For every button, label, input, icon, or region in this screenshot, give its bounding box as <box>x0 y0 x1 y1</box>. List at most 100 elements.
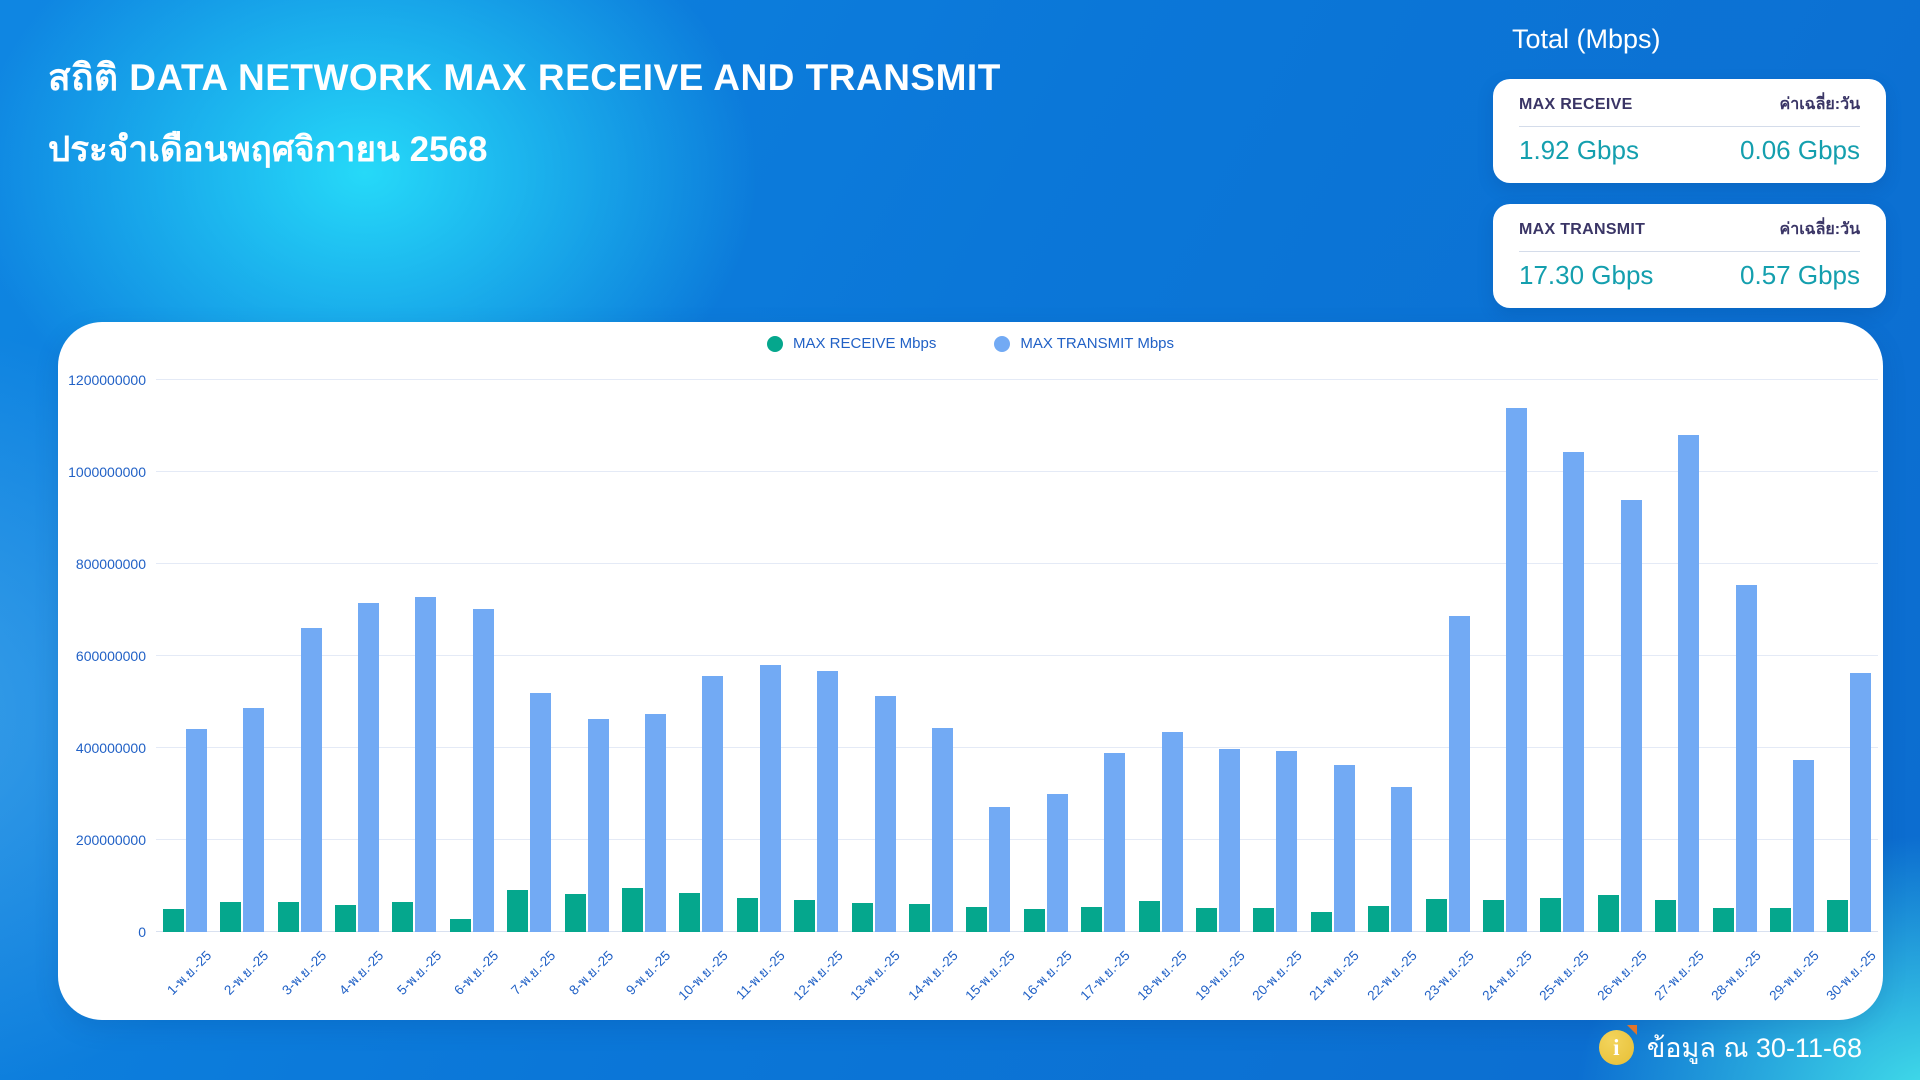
receive-bar-24-พ.ย.-25 <box>1483 900 1505 932</box>
x-tick-label: 3-พ.ย.-25 <box>278 947 329 998</box>
x-tick-label: 11-พ.ย.-25 <box>733 947 789 1003</box>
x-tick-label: 14-พ.ย.-25 <box>905 947 961 1004</box>
x-tick-label: 13-พ.ย.-25 <box>847 947 904 1004</box>
receive-bar-20-พ.ย.-25 <box>1253 908 1275 932</box>
page-title: สถิติ DATA NETWORK MAX RECEIVE AND TRANS… <box>48 57 1001 98</box>
page-subtitle: ประจำเดือนพฤศจิกายน 2568 <box>48 130 488 169</box>
max-transmit-label: MAX TRANSMIT <box>1519 221 1646 238</box>
y-tick-label: 0 <box>138 924 146 940</box>
bar-group-day-25: 25-พ.ย.-25 <box>1534 380 1592 1003</box>
bar-group-day-21: 21-พ.ย.-25 <box>1304 380 1362 1003</box>
receive-bar-30-พ.ย.-25 <box>1827 899 1849 932</box>
chart-panel: MAX RECEIVE Mbps MAX TRANSMIT Mbps 0 20000… <box>58 322 1883 1020</box>
x-tick-label: 1-พ.ย.-25 <box>164 947 215 998</box>
x-tick-label: 27-พ.ย.-25 <box>1651 947 1707 1004</box>
bar-group-day-10: 10-พ.ย.-25 <box>673 380 731 1003</box>
bar-group-day-23: 23-พ.ย.-25 <box>1419 380 1477 1003</box>
legend-item-transmit[interactable]: MAX TRANSMIT Mbps <box>994 335 1174 352</box>
transmit-bar-30-พ.ย.-25 <box>1850 672 1872 932</box>
bar-group-day-19: 19-พ.ย.-25 <box>1189 380 1247 1003</box>
transmit-bar-13-พ.ย.-25 <box>874 696 896 932</box>
receive-bar-1-พ.ย.-25 <box>162 909 184 932</box>
bars-row: 1-พ.ย.-25 2-พ.ย.-25 3-พ.ย.-25 4-พ.ย.-25 5-พ.… <box>156 380 1879 1003</box>
receive-bar-28-พ.ย.-25 <box>1712 908 1734 932</box>
transmit-bar-20-พ.ย.-25 <box>1276 750 1298 932</box>
x-tick-label: 4-พ.ย.-25 <box>336 947 387 998</box>
grid-line <box>156 379 1878 380</box>
transmit-bar-5-พ.ย.-25 <box>415 596 437 932</box>
transmit-bar-8-พ.ย.-25 <box>587 719 609 932</box>
bar-group-day-30: 30-พ.ย.-25 <box>1821 380 1879 1003</box>
max-transmit-avg-label: ค่าเฉลี่ย:วัน <box>1779 221 1860 238</box>
x-tick-label: 23-พ.ย.-25 <box>1421 947 1478 1004</box>
card-divider <box>1519 126 1860 127</box>
grid-line <box>156 471 1878 472</box>
grid-line <box>156 747 1878 748</box>
x-tick-label: 25-พ.ย.-25 <box>1536 947 1592 1004</box>
transmit-bar-14-พ.ย.-25 <box>931 727 953 932</box>
bar-group-day-29: 29-พ.ย.-25 <box>1763 380 1822 1003</box>
max-receive-avg-value: 0.06 Gbps <box>1740 135 1860 165</box>
receive-bar-4-พ.ย.-25 <box>334 904 356 932</box>
bar-group-day-13: 13-พ.ย.-25 <box>845 380 903 1003</box>
x-tick-label: 24-พ.ย.-25 <box>1479 947 1535 1004</box>
bar-group-day-26: 26-พ.ย.-25 <box>1591 380 1649 1003</box>
bar-group-day-20: 20-พ.ย.-25 <box>1247 380 1305 1003</box>
transmit-bar-18-พ.ย.-25 <box>1161 732 1183 932</box>
x-axis-line <box>156 931 1878 932</box>
transmit-bar-22-พ.ย.-25 <box>1391 786 1413 932</box>
bar-group-day-3: 3-พ.ย.-25 <box>271 380 329 998</box>
receive-bar-3-พ.ย.-25 <box>277 902 299 932</box>
max-transmit-total-value: 17.30 Gbps <box>1519 260 1654 290</box>
bar-group-day-11: 11-พ.ย.-25 <box>730 380 788 1003</box>
receive-bar-23-พ.ย.-25 <box>1425 898 1447 932</box>
totals-heading: Total (Mbps) <box>1512 24 1661 54</box>
transmit-bar-12-พ.ย.-25 <box>817 670 839 932</box>
x-tick-label: 12-พ.ย.-25 <box>790 947 846 1004</box>
max-receive-avg-label: ค่าเฉลี่ย:วัน <box>1779 96 1860 113</box>
receive-bar-21-พ.ย.-25 <box>1310 911 1332 932</box>
y-tick-label: 800000000 <box>75 556 146 572</box>
receive-bar-7-พ.ย.-25 <box>507 889 529 932</box>
legend-item-receive[interactable]: MAX RECEIVE Mbps <box>766 335 936 352</box>
transmit-bar-29-พ.ย.-25 <box>1793 759 1815 932</box>
legend-dot-icon <box>766 335 783 352</box>
receive-bar-14-พ.ย.-25 <box>908 904 930 932</box>
transmit-bar-17-พ.ย.-25 <box>1104 752 1126 932</box>
receive-bar-9-พ.ย.-25 <box>621 888 643 932</box>
transmit-bar-24-พ.ย.-25 <box>1506 407 1528 932</box>
transmit-bar-23-พ.ย.-25 <box>1448 615 1470 932</box>
info-icon: i <box>1598 1025 1637 1065</box>
bar-group-day-12: 12-พ.ย.-25 <box>787 380 846 1003</box>
info-flag-icon <box>1626 1025 1637 1035</box>
y-tick-label: 1000000000 <box>68 464 146 480</box>
receive-bar-5-พ.ย.-25 <box>392 901 414 932</box>
total-card-max-receive: MAX RECEIVE ค่าเฉลี่ย:วัน 1.92 Gbps 0.06… <box>1493 79 1886 183</box>
x-tick-label: 5-พ.ย.-25 <box>393 947 444 998</box>
y-tick-label: 600000000 <box>75 648 146 664</box>
bar-group-day-1: 1-พ.ย.-25 <box>156 380 214 998</box>
receive-bar-8-พ.ย.-25 <box>564 894 586 932</box>
y-tick-label: 1200000000 <box>68 372 146 388</box>
bar-group-day-8: 8-พ.ย.-25 <box>558 380 616 998</box>
receive-bar-18-พ.ย.-25 <box>1138 901 1160 932</box>
max-receive-total-value: 1.92 Gbps <box>1519 135 1639 165</box>
card-divider <box>1519 251 1860 252</box>
footer: i ข้อมูล ณ 30-11-68 <box>1598 1025 1862 1069</box>
max-transmit-avg-value: 0.57 Gbps <box>1740 260 1860 290</box>
bar-group-day-7: 7-พ.ย.-25 <box>500 380 559 998</box>
transmit-bar-7-พ.ย.-25 <box>530 692 552 932</box>
bar-group-day-15: 15-พ.ย.-25 <box>960 380 1018 1003</box>
receive-bar-19-พ.ย.-25 <box>1196 908 1218 932</box>
receive-bar-25-พ.ย.-25 <box>1540 897 1562 932</box>
bar-group-day-27: 27-พ.ย.-25 <box>1649 380 1707 1003</box>
bar-group-day-22: 22-พ.ย.-25 <box>1362 380 1420 1003</box>
receive-bar-10-พ.ย.-25 <box>679 892 701 932</box>
x-tick-label: 18-พ.ย.-25 <box>1134 947 1191 1004</box>
transmit-bar-2-พ.ย.-25 <box>243 707 265 932</box>
x-tick-label: 7-พ.ย.-25 <box>508 947 559 998</box>
transmit-bar-3-พ.ย.-25 <box>300 628 322 932</box>
transmit-bar-10-พ.ย.-25 <box>702 675 724 932</box>
legend-dot-icon <box>994 335 1011 352</box>
